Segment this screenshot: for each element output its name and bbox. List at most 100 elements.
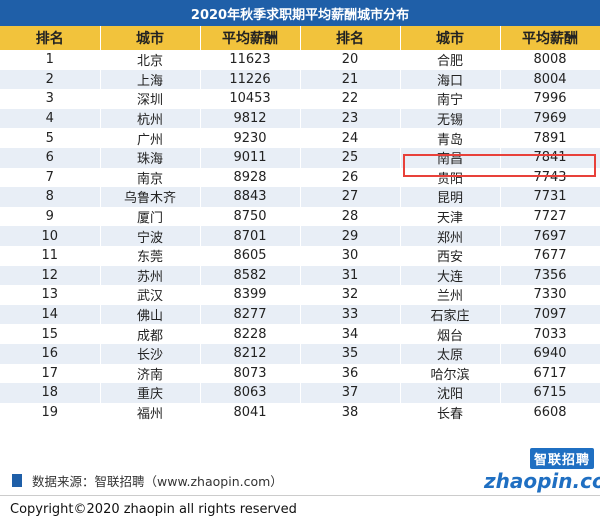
cell-rank-right: 28 (300, 206, 401, 227)
cell-rank-right: 30 (300, 245, 401, 266)
table-row: 1 北京 11623 20 合肥 8008 (0, 50, 600, 70)
header-city-left: 城市 (100, 26, 201, 50)
cell-city-left: 东莞 (100, 245, 201, 266)
cell-city-left: 上海 (100, 69, 201, 90)
cell-salary-right: 7677 (500, 245, 600, 266)
cell-city-left: 广州 (100, 128, 201, 148)
cell-rank-left: 12 (0, 265, 101, 286)
data-source: 数据来源：智联招聘（www.zhaopin.com） (12, 471, 283, 490)
cell-city-left: 重庆 (100, 383, 201, 403)
cell-rank-right: 36 (300, 363, 401, 384)
cell-salary-left: 8228 (200, 324, 301, 344)
cell-rank-left: 3 (0, 89, 101, 109)
cell-salary-right: 7969 (500, 108, 600, 129)
table-row: 8 乌鲁木齐 8843 27 昆明 7731 (0, 187, 600, 207)
cell-salary-right: 7996 (500, 89, 600, 109)
table-header-row: 排名 城市 平均薪酬 排名 城市 平均薪酬 (0, 26, 600, 50)
cell-rank-left: 13 (0, 285, 101, 305)
cell-rank-right: 24 (300, 128, 401, 148)
cell-city-right: 无锡 (400, 108, 501, 129)
table-row: 7 南京 8928 26 贵阳 7743 (0, 167, 600, 188)
cell-salary-right: 7330 (500, 285, 600, 305)
cell-city-left: 深圳 (100, 89, 201, 109)
cell-city-left: 武汉 (100, 285, 201, 305)
cell-rank-right: 29 (300, 226, 401, 246)
cell-rank-left: 18 (0, 383, 101, 403)
cell-salary-right: 7743 (500, 167, 600, 188)
table-row: 2 上海 11226 21 海口 8004 (0, 69, 600, 90)
cell-rank-right: 37 (300, 383, 401, 403)
cell-salary-right: 6608 (500, 402, 600, 423)
table-row: 13 武汉 8399 32 兰州 7330 (0, 285, 600, 305)
cell-salary-right: 6717 (500, 363, 600, 384)
cell-rank-left: 5 (0, 128, 101, 148)
cell-rank-left: 14 (0, 304, 101, 325)
cell-city-right: 郑州 (400, 226, 501, 246)
cell-salary-left: 8843 (200, 187, 301, 207)
cell-rank-right: 21 (300, 69, 401, 90)
cell-city-right: 天津 (400, 206, 501, 227)
table-row: 11 东莞 8605 30 西安 7677 (0, 245, 600, 266)
cell-city-right: 贵阳 (400, 167, 501, 188)
header-city-right: 城市 (400, 26, 501, 50)
cell-rank-left: 1 (0, 50, 101, 70)
table-row: 4 杭州 9812 23 无锡 7969 (0, 108, 600, 129)
cell-city-left: 杭州 (100, 108, 201, 129)
cell-city-right: 西安 (400, 245, 501, 266)
cell-salary-left: 8073 (200, 363, 301, 384)
cell-city-right: 青岛 (400, 128, 501, 148)
cell-city-left: 宁波 (100, 226, 201, 246)
cell-city-left: 苏州 (100, 265, 201, 286)
cell-city-right: 太原 (400, 343, 501, 364)
cell-salary-left: 11623 (200, 50, 301, 70)
cell-city-right: 兰州 (400, 285, 501, 305)
cell-rank-left: 4 (0, 108, 101, 129)
cell-rank-right: 27 (300, 187, 401, 207)
cell-rank-right: 34 (300, 324, 401, 344)
table-row: 17 济南 8073 36 哈尔滨 6717 (0, 363, 600, 384)
cell-salary-right: 8004 (500, 69, 600, 90)
cell-rank-right: 25 (300, 147, 401, 168)
cell-salary-left: 8928 (200, 167, 301, 188)
cell-city-left: 福州 (100, 402, 201, 423)
cell-rank-left: 15 (0, 324, 101, 344)
cell-salary-right: 7841 (500, 147, 600, 168)
cell-salary-left: 8582 (200, 265, 301, 286)
cell-salary-right: 7891 (500, 128, 600, 148)
cell-city-right: 石家庄 (400, 304, 501, 325)
table-row: 9 厦门 8750 28 天津 7727 (0, 206, 600, 227)
cell-salary-right: 6940 (500, 343, 600, 364)
cell-salary-left: 9011 (200, 147, 301, 168)
cell-rank-left: 7 (0, 167, 101, 188)
cell-salary-right: 7727 (500, 206, 600, 227)
copyright: Copyright©2020 zhaopin all rights reserv… (0, 495, 600, 522)
cell-city-left: 南京 (100, 167, 201, 188)
cell-salary-left: 8212 (200, 343, 301, 364)
cell-rank-right: 23 (300, 108, 401, 129)
header-rank-right: 排名 (300, 26, 401, 50)
cell-rank-left: 16 (0, 343, 101, 364)
source-text: 数据来源：智联招聘（www.zhaopin.com） (32, 474, 283, 489)
cell-city-right: 海口 (400, 69, 501, 90)
table-row: 15 成都 8228 34 烟台 7033 (0, 324, 600, 344)
cell-city-left: 北京 (100, 50, 201, 70)
cell-rank-left: 2 (0, 69, 101, 90)
cell-salary-right: 8008 (500, 50, 600, 70)
cell-rank-right: 38 (300, 402, 401, 423)
cell-rank-right: 31 (300, 265, 401, 286)
cell-salary-right: 7097 (500, 304, 600, 325)
cell-salary-right: 7697 (500, 226, 600, 246)
cell-rank-left: 10 (0, 226, 101, 246)
cell-salary-left: 8063 (200, 383, 301, 403)
cell-rank-right: 35 (300, 343, 401, 364)
footer: 数据来源：智联招聘（www.zhaopin.com） 智联招聘 zhaopin.… (0, 440, 600, 492)
cell-rank-right: 32 (300, 285, 401, 305)
cell-rank-right: 33 (300, 304, 401, 325)
cell-city-right: 合肥 (400, 50, 501, 70)
cell-salary-left: 8701 (200, 226, 301, 246)
cell-city-left: 成都 (100, 324, 201, 344)
cell-city-right: 大连 (400, 265, 501, 286)
table-row: 18 重庆 8063 37 沈阳 6715 (0, 383, 600, 403)
cell-city-right: 哈尔滨 (400, 363, 501, 384)
cell-salary-left: 10453 (200, 89, 301, 109)
